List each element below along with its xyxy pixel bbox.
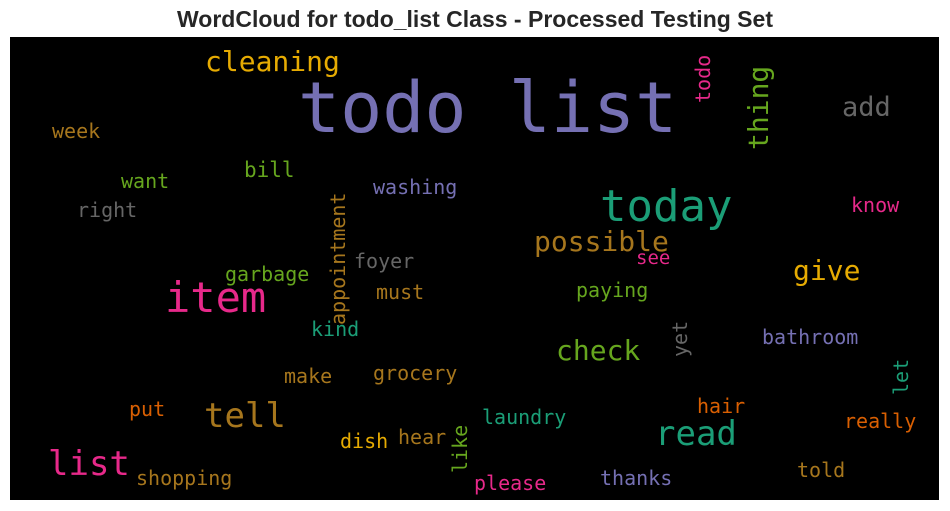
word-item: item	[165, 273, 267, 322]
word-add: add	[842, 92, 891, 123]
word-hear: hear	[398, 425, 447, 449]
word-must: must	[376, 280, 425, 304]
word-shopping: shopping	[136, 466, 233, 490]
word-list: list	[48, 444, 130, 484]
word-bathroom: bathroom	[762, 325, 859, 349]
word-see: see	[636, 247, 671, 269]
word-bill: bill	[244, 158, 295, 182]
word-thing: thing	[742, 65, 775, 150]
word-washing: washing	[373, 175, 458, 199]
word-please: please	[474, 471, 547, 495]
word-todo: todo	[691, 54, 715, 103]
word-check: check	[556, 334, 641, 367]
word-possible: possible	[534, 225, 669, 258]
word-garbage: garbage	[225, 262, 310, 286]
word-put: put	[129, 397, 166, 421]
word-tell: tell	[204, 396, 286, 436]
word-yet: yet	[668, 320, 692, 357]
wordcloud-canvas: todo list today item cleaning thing todo…	[10, 37, 939, 500]
word-know: know	[851, 193, 900, 217]
word-really: really	[844, 409, 917, 433]
word-like: like	[448, 424, 472, 473]
word-today: today	[600, 181, 733, 232]
word-read: read	[655, 414, 737, 454]
word-laundry: laundry	[482, 405, 567, 429]
chart-title: WordCloud for todo_list Class - Processe…	[177, 6, 773, 32]
word-want: want	[121, 169, 170, 193]
word-cleaning: cleaning	[205, 45, 340, 78]
word-let: let	[889, 358, 913, 395]
word-give: give	[793, 254, 861, 287]
word-thanks: thanks	[600, 466, 673, 490]
word-dish: dish	[340, 429, 389, 453]
word-foyer: foyer	[354, 249, 415, 273]
word-kind: kind	[311, 317, 360, 341]
word-hair: hair	[697, 394, 746, 418]
word-paying: paying	[576, 278, 649, 302]
word-appointment: appointment	[326, 192, 350, 325]
word-right: right	[77, 198, 138, 222]
word-grocery: grocery	[373, 361, 458, 385]
word-todo-list: todo list	[298, 67, 678, 149]
word-make: make	[284, 364, 333, 388]
word-told: told	[797, 458, 846, 482]
word-week: week	[52, 119, 101, 143]
